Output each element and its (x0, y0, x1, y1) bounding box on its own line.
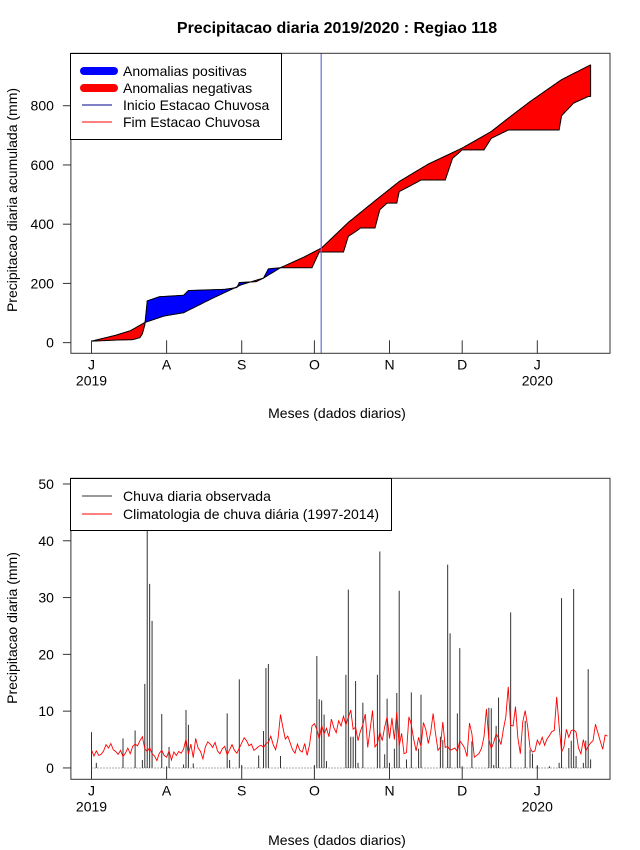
y-tick-label: 400 (31, 216, 55, 232)
y-tick-label: 30 (38, 590, 54, 606)
plot-frame (70, 52, 611, 354)
x-tick-label: O (309, 782, 320, 798)
y-tick-label: 20 (38, 646, 54, 662)
x-year-label: 2020 (522, 798, 553, 814)
y-axis-label: Precipitacao diaria (mm) (4, 552, 20, 704)
x-tick-label: S (237, 356, 246, 372)
legend-label: Inicio Estacao Chuvosa (123, 97, 270, 113)
legend-box (70, 478, 392, 531)
x-tick-label: A (162, 782, 172, 798)
legend-label: Anomalias positivas (123, 63, 247, 79)
x-tick-label: J (88, 782, 95, 798)
climatology-line-group (91, 686, 608, 762)
legend-label: Anomalias negativas (123, 80, 252, 96)
x-tick-label: J (534, 356, 541, 372)
x-tick-label: D (457, 356, 467, 372)
y-tick-label: 200 (31, 275, 55, 291)
y-tick-label: 0 (46, 760, 54, 776)
climatology-daily-line (91, 686, 608, 762)
legend: Anomalias positivas Anomalias negativas … (70, 53, 282, 140)
legend-label: Chuva diaria observada (123, 488, 271, 504)
x-year-label: 2020 (522, 372, 553, 388)
legend: Chuva diaria observada Climatologia de c… (70, 478, 392, 531)
x-tick-label: N (384, 356, 394, 372)
x-tick-label: D (457, 782, 467, 798)
x-tick-label: J (88, 356, 95, 372)
x-tick-label: S (237, 782, 246, 798)
legend-label: Climatologia de chuva diária (1997-2014) (123, 506, 379, 522)
y-tick-label: 50 (38, 476, 54, 492)
observed-bars-group (90, 529, 592, 769)
x-year-label: 2019 (76, 798, 107, 814)
y-tick-label: 0 (46, 335, 54, 351)
x-tick-label: J (534, 782, 541, 798)
x-axis-label: Meses (dados diarios) (268, 405, 406, 421)
chart-title: Precipitacao diaria 2019/2020 : Regiao 1… (177, 20, 497, 37)
observed-cumulative-line (91, 96, 591, 342)
y-axis-label: Precipitacao diaria acumulada (mm) (4, 88, 20, 312)
x-axis-label: Meses (dados diarios) (268, 832, 406, 848)
climatology-cumulative-line (91, 64, 591, 342)
cumulative-lines-group (91, 53, 592, 354)
x-tick-label: N (384, 782, 394, 798)
y-tick-label: 40 (38, 533, 54, 549)
y-tick-label: 600 (31, 157, 55, 173)
x-year-label: 2019 (76, 372, 107, 388)
y-tick-label: 10 (38, 703, 54, 719)
x-tick-label: A (162, 356, 172, 372)
y-tick-label: 800 (31, 98, 55, 114)
legend-label: Fim Estacao Chuvosa (123, 114, 260, 130)
x-tick-label: O (309, 356, 320, 372)
